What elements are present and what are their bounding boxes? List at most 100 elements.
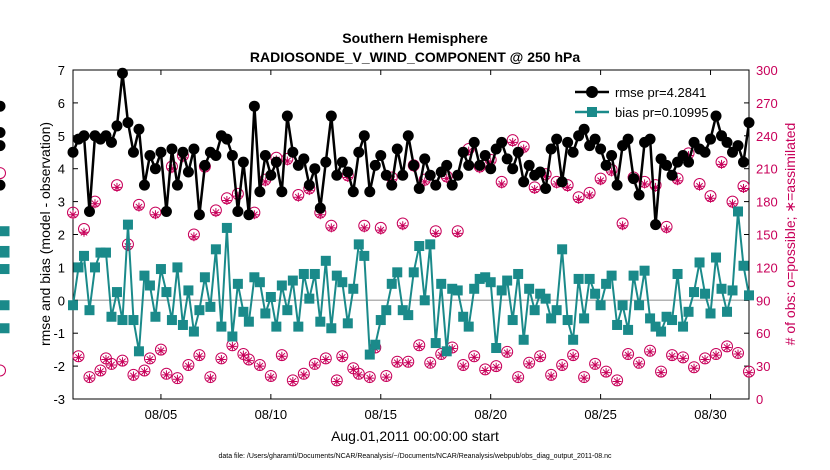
obs-assimilated-marker [277, 351, 287, 361]
bias-point [584, 273, 595, 284]
obs-assimilated-glyph [541, 171, 551, 181]
rmse-point [391, 143, 403, 155]
obs-assimilated-glyph [117, 357, 127, 367]
rmse-point [364, 186, 376, 198]
obs-assimilated-glyph [266, 372, 276, 382]
obs-assimilated-glyph [513, 373, 523, 383]
bias-point [260, 308, 271, 319]
obs-assimilated-marker [205, 373, 215, 383]
obs-assimilated-glyph [585, 190, 595, 200]
obs-assimilated-marker [563, 182, 573, 192]
rmse-point [331, 169, 343, 181]
rmse-point [518, 176, 530, 188]
obs-assimilated-marker [695, 181, 705, 191]
y-tick-label: -1 [53, 326, 65, 341]
x-tick-label: 08/30 [694, 407, 727, 422]
bias-point [386, 278, 397, 289]
rmse-point [523, 159, 535, 171]
bias-point [78, 250, 89, 261]
rmse-point [160, 205, 172, 217]
obs-assimilated-marker [222, 196, 232, 206]
bias-point [496, 285, 507, 296]
bias-point [562, 315, 573, 326]
obs-assimilated-glyph [161, 370, 171, 380]
obs-assimilated-marker [535, 352, 545, 362]
bias-point [678, 321, 689, 332]
y-tick-label: 4 [58, 162, 65, 177]
y-right-tick-label: 120 [756, 260, 778, 275]
y-tick-label: -2 [53, 359, 65, 374]
bias-point [744, 290, 754, 301]
y-axis-label-right: # of obs: o=possible; ∗=assimilated [782, 123, 798, 346]
bias-point [216, 321, 227, 332]
obs-assimilated-marker [425, 359, 435, 369]
obs-assimilated-glyph [486, 157, 496, 167]
obs-assimilated-glyph [623, 350, 633, 360]
obs-assimilated-glyph [436, 350, 446, 360]
obs-assimilated-glyph [695, 181, 705, 191]
bias-point [716, 283, 727, 294]
rmse-point [710, 110, 722, 122]
rmse-point [342, 166, 354, 178]
obs-assimilated-glyph [112, 182, 122, 192]
rmse-point [474, 159, 486, 171]
bias-point [210, 244, 221, 255]
rmse-point [562, 136, 574, 148]
obs-assimilated-marker [480, 365, 490, 375]
bias-point [139, 270, 150, 281]
obs-assimilated-glyph [464, 146, 474, 156]
rmse-point [0, 127, 6, 139]
obs-assimilated-glyph [167, 164, 177, 174]
bias-point [370, 339, 381, 350]
bias-point [502, 275, 513, 286]
rmse-point [193, 209, 205, 221]
rmse-point [413, 182, 425, 194]
bias-point [183, 285, 194, 296]
obs-assimilated-glyph [348, 364, 358, 374]
bias-point [524, 283, 535, 294]
obs-assimilated-marker [123, 242, 133, 252]
rmse-point [738, 156, 750, 168]
obs-assimilated-marker [673, 176, 683, 186]
bias-point [672, 268, 683, 279]
obs-assimilated-marker [326, 223, 336, 233]
rmse-point [127, 146, 139, 158]
x-tick-label: 08/25 [584, 407, 617, 422]
obs-assimilated-glyph [678, 353, 688, 363]
obs-possible-marker [0, 167, 6, 180]
rmse-point [199, 159, 211, 171]
rmse-point [248, 100, 260, 112]
bias-point [0, 300, 10, 311]
rmse-point [386, 179, 398, 191]
obs-assimilated-marker [376, 225, 386, 235]
obs-assimilated-marker [469, 352, 479, 362]
obs-assimilated-marker [623, 350, 633, 360]
obs-assimilated-glyph [244, 356, 254, 366]
bias-point [381, 305, 392, 316]
rmse-point [78, 130, 90, 142]
obs-assimilated-glyph [255, 361, 265, 371]
rmse-point [512, 146, 524, 158]
y-tick-label: 0 [58, 293, 65, 308]
rmse-point [325, 110, 337, 122]
obs-assimilated-glyph [211, 208, 221, 218]
y-axis-label: rmse and bias (model - observation) [37, 122, 53, 346]
obs-assimilated-glyph [431, 228, 441, 238]
obs-assimilated-marker [431, 228, 441, 238]
bias-point [513, 268, 524, 279]
obs-assimilated-glyph [156, 346, 166, 356]
bias-point [144, 280, 155, 291]
obs-assimilated-marker [689, 363, 699, 373]
x-tick-label: 08/05 [145, 407, 178, 422]
obs-assimilated-marker [260, 177, 270, 187]
bias-point [359, 250, 370, 261]
bias-point [348, 283, 359, 294]
obs-assimilated-glyph [73, 352, 83, 362]
x-axis-label: Aug.01,2011 00:00:00 start [331, 428, 499, 444]
obs-assimilated-glyph [227, 341, 237, 351]
bias-point [106, 311, 117, 322]
obs-possible-marker [0, 364, 6, 377]
bias-point [172, 262, 183, 273]
bias-point [68, 300, 78, 311]
rmse-point [633, 189, 645, 201]
